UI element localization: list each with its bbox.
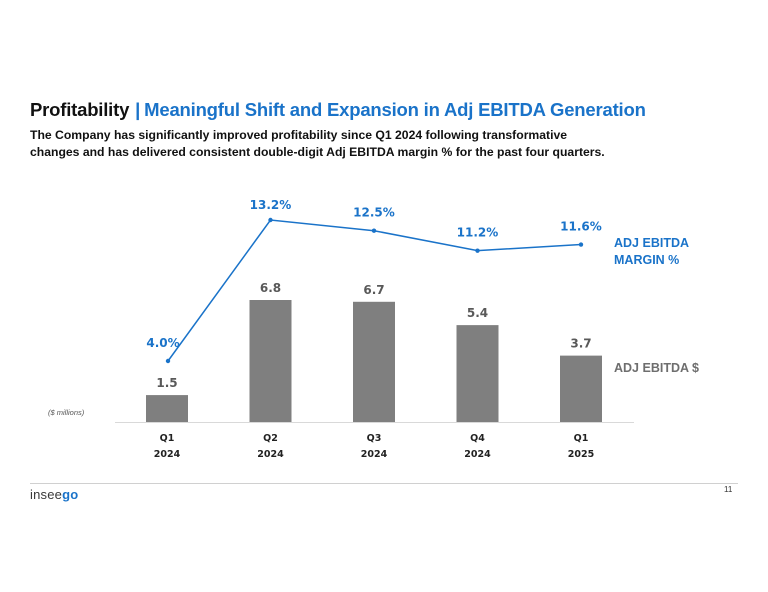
inseego-logo: inseego <box>30 487 78 502</box>
bar-5 <box>560 355 602 422</box>
bar-label-3: 6.7 <box>363 283 384 297</box>
bar-2 <box>249 300 292 422</box>
margin-point-1 <box>165 358 171 364</box>
margin-point-2 <box>268 217 273 223</box>
footer-divider <box>30 483 738 484</box>
legend-margin-line-2: MARGIN % <box>614 253 680 267</box>
x-tick-year-3: 2024 <box>361 449 388 460</box>
margin-label-5: 11.6% <box>560 220 602 234</box>
x-tick-quarter-1: Q1 <box>160 433 175 444</box>
slide-subtitle: The Company has significantly improved p… <box>30 127 720 161</box>
margin-point-3 <box>371 228 377 233</box>
page-number: 11 <box>724 485 733 494</box>
x-tick-year-5: 2025 <box>568 449 594 460</box>
logo-text-b: go <box>62 487 79 502</box>
margin-point-5 <box>578 242 584 247</box>
margin-label-4: 11.2% <box>457 226 499 240</box>
margin-point-4 <box>475 248 480 253</box>
legend-dollar: ADJ EBITDA $ <box>614 361 699 375</box>
bar-4 <box>456 325 499 422</box>
x-tick-year-1: 2024 <box>154 449 181 460</box>
logo-text-a: insee <box>30 487 63 502</box>
bar-3 <box>353 301 395 422</box>
x-tick-quarter-4: Q4 <box>470 433 485 444</box>
bar-1 <box>146 395 188 422</box>
subtitle-line-1: The Company has significantly improved p… <box>30 128 568 142</box>
x-tick-quarter-3: Q3 <box>367 433 382 444</box>
margin-label-1: 4.0% <box>146 336 179 350</box>
bar-label-5: 3.7 <box>570 337 591 351</box>
title-main: Profitability <box>30 99 130 120</box>
x-tick-year-2: 2024 <box>257 449 284 460</box>
units-note: ($ millions) <box>48 408 85 417</box>
legend-margin: ADJ EBITDA MARGIN % <box>614 235 689 269</box>
x-tick-year-4: 2024 <box>464 449 491 460</box>
bar-label-2: 6.8 <box>260 281 281 295</box>
x-tick-quarter-2: Q2 <box>263 433 278 444</box>
bar-label-1: 1.5 <box>156 376 177 390</box>
subtitle-line-2: changes and has delivered consistent dou… <box>30 145 605 159</box>
bar-label-4: 5.4 <box>467 306 488 320</box>
slide-title: Profitability | Meaningful Shift and Expan… <box>30 99 646 121</box>
title-separator: | <box>135 99 141 120</box>
margin-label-3: 12.5% <box>353 206 395 220</box>
title-highlight: Meaningful Shift and Expansion in Adj EB… <box>144 99 646 120</box>
x-tick-quarter-5: Q1 <box>574 433 589 444</box>
margin-label-2: 13.2% <box>250 198 292 212</box>
legend-margin-line-1: ADJ EBITDA <box>614 236 690 250</box>
